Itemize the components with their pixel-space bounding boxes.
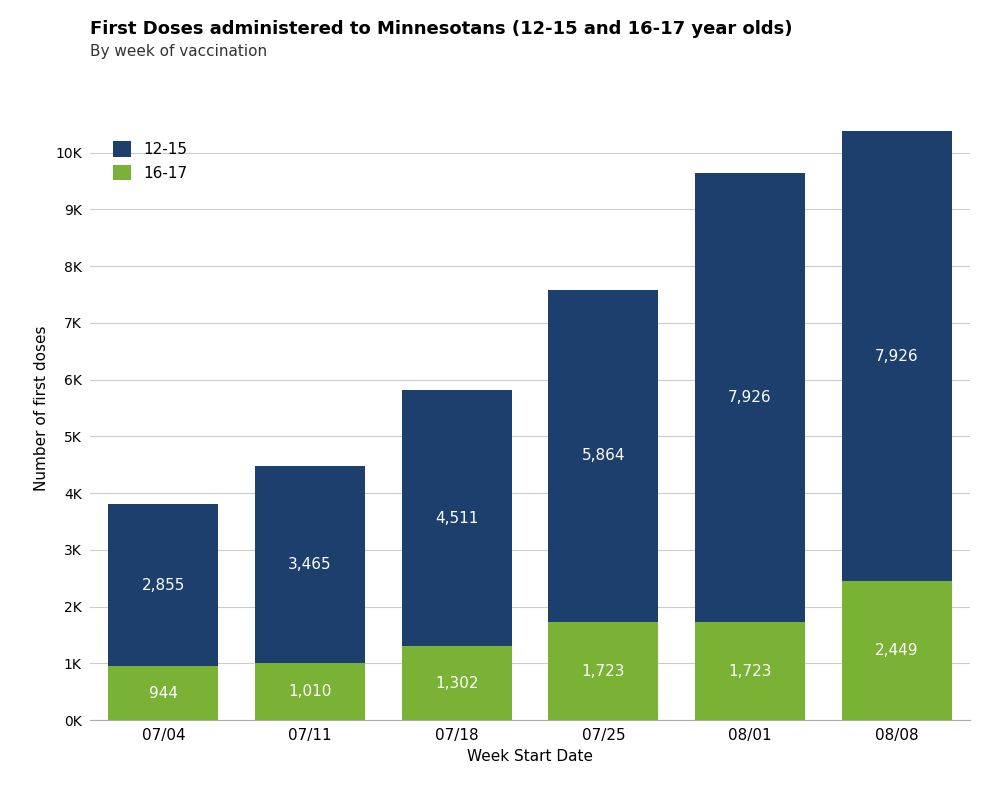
- Text: 7,926: 7,926: [875, 349, 918, 364]
- Bar: [842, 131, 952, 581]
- Bar: [548, 290, 658, 622]
- Text: First Doses administered to Minnesotans (12-15 and 16-17 year olds): First Doses administered to Minnesotans …: [90, 20, 792, 38]
- Text: 1,010: 1,010: [288, 684, 332, 699]
- Bar: [108, 505, 218, 666]
- Bar: [108, 666, 218, 720]
- Legend: 12-15, 16-17: 12-15, 16-17: [106, 135, 193, 186]
- Bar: [402, 646, 512, 720]
- Text: 1,723: 1,723: [728, 664, 772, 678]
- Text: 2,449: 2,449: [875, 643, 918, 658]
- Text: 5,864: 5,864: [582, 449, 625, 463]
- X-axis label: Week Start Date: Week Start Date: [467, 749, 593, 764]
- Text: 1,723: 1,723: [582, 664, 625, 678]
- Bar: [842, 581, 952, 720]
- Text: 3,465: 3,465: [288, 557, 332, 572]
- Bar: [255, 466, 365, 662]
- Bar: [402, 390, 512, 646]
- Text: 4,511: 4,511: [435, 510, 478, 526]
- Text: By week of vaccination: By week of vaccination: [90, 44, 267, 59]
- Bar: [255, 662, 365, 720]
- Bar: [695, 173, 805, 622]
- Bar: [695, 622, 805, 720]
- Bar: [548, 622, 658, 720]
- Text: 1,302: 1,302: [435, 675, 478, 690]
- Text: 2,855: 2,855: [142, 578, 185, 593]
- Text: 7,926: 7,926: [728, 390, 772, 405]
- Y-axis label: Number of first doses: Number of first doses: [34, 326, 49, 490]
- Text: 944: 944: [149, 686, 178, 701]
